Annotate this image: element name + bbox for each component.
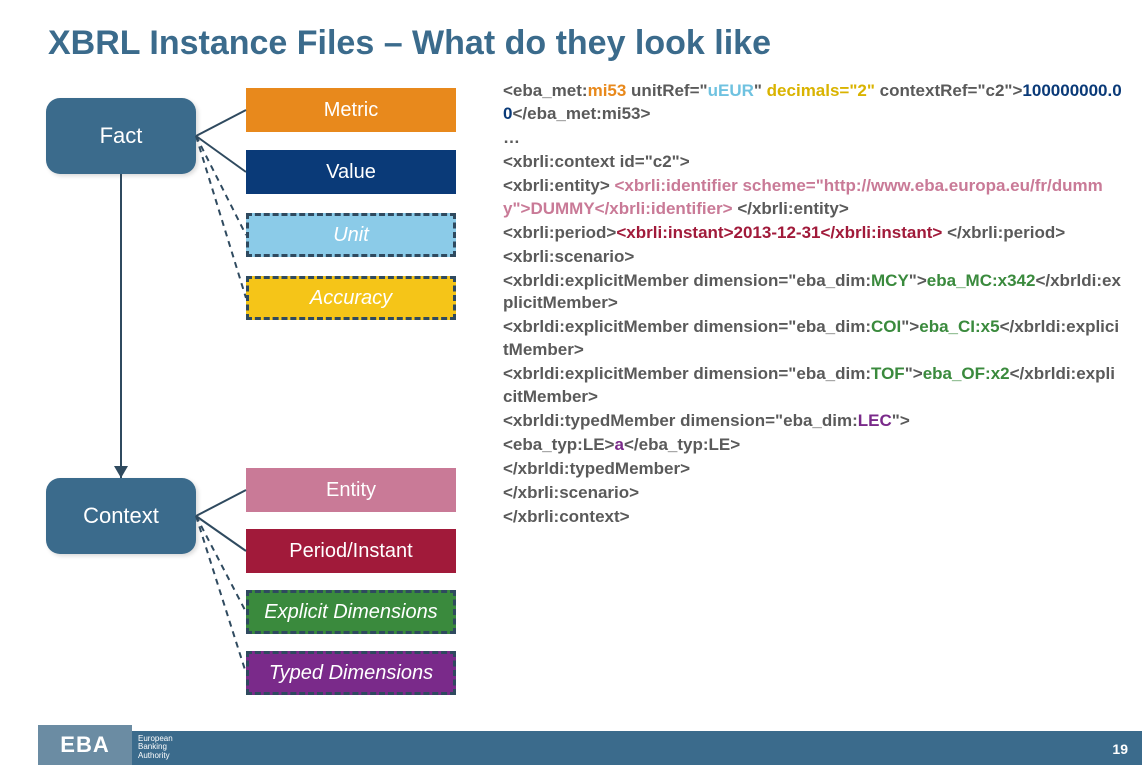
tag-unit: Unit	[246, 213, 456, 257]
tag-explicit: Explicit Dimensions	[246, 590, 456, 634]
tag-value: Value	[246, 150, 456, 194]
tag-entity: Entity	[246, 468, 456, 512]
eba-logo: EBA	[38, 725, 132, 765]
tag-metric-label: Metric	[324, 99, 378, 122]
page-number: 19	[1112, 741, 1128, 757]
node-fact: Fact	[46, 98, 196, 174]
tag-explicit-label: Explicit Dimensions	[264, 601, 437, 624]
footer-bar: EBA European Banking Authority 19	[38, 731, 1142, 765]
node-context-label: Context	[83, 503, 159, 529]
tag-metric: Metric	[246, 88, 456, 132]
tag-period-label: Period/Instant	[289, 540, 412, 563]
page-title: XBRL Instance Files – What do they look …	[48, 24, 771, 63]
tag-accuracy-label: Accuracy	[310, 287, 392, 310]
node-fact-label: Fact	[100, 123, 143, 149]
tag-period: Period/Instant	[246, 529, 456, 573]
tag-typed: Typed Dimensions	[246, 651, 456, 695]
tag-typed-label: Typed Dimensions	[269, 662, 433, 685]
tag-entity-label: Entity	[326, 479, 376, 502]
xml-code: <eba_met:mi53 unitRef="uEUR" decimals="2…	[503, 80, 1123, 530]
tag-accuracy: Accuracy	[246, 276, 456, 320]
footer-org-text: European Banking Authority	[138, 735, 173, 761]
node-context: Context	[46, 478, 196, 554]
tag-value-label: Value	[326, 161, 376, 184]
tag-unit-label: Unit	[333, 224, 369, 247]
